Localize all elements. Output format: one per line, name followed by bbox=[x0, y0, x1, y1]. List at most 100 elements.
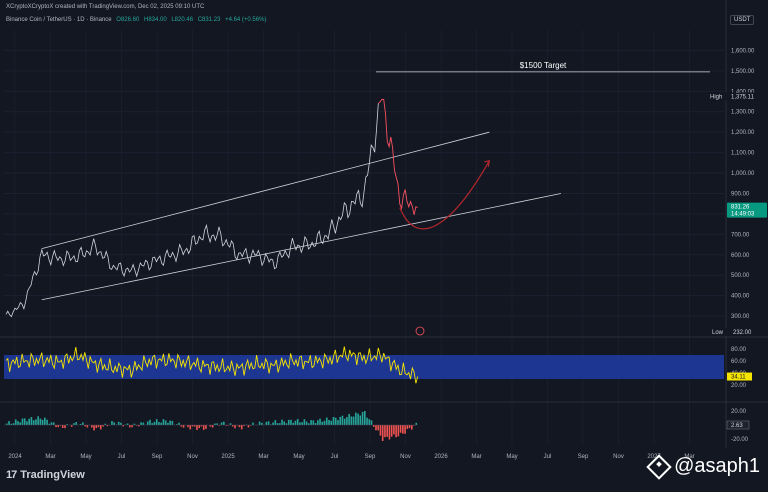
macd-bar bbox=[406, 425, 409, 429]
macd-bar bbox=[339, 416, 341, 425]
price-badge bbox=[727, 202, 767, 218]
macd-bar bbox=[381, 425, 384, 441]
macd-bar bbox=[352, 416, 355, 425]
macd-bar bbox=[278, 423, 281, 425]
macd-bar bbox=[57, 425, 60, 428]
macd-bar bbox=[247, 425, 250, 428]
macd-bar bbox=[388, 425, 391, 440]
macd-bar bbox=[149, 419, 151, 425]
price-tick-label: 400.00 bbox=[731, 294, 750, 300]
macd-bar bbox=[82, 422, 84, 425]
macd-bar bbox=[399, 425, 402, 433]
macd-bar bbox=[330, 420, 333, 425]
macd-bar bbox=[404, 425, 406, 434]
time-tick-label: Nov bbox=[187, 454, 198, 460]
time-tick-label: Nov bbox=[400, 454, 411, 460]
macd-bar bbox=[397, 425, 400, 437]
lightning-icon bbox=[415, 326, 425, 336]
macd-bar bbox=[377, 425, 380, 431]
macd-bar bbox=[44, 417, 46, 425]
high-label: High bbox=[710, 94, 722, 100]
macd-bar bbox=[359, 415, 362, 425]
macd-bar bbox=[321, 421, 324, 425]
macd-bar bbox=[48, 423, 51, 425]
macd-bar bbox=[395, 425, 397, 438]
macd-bar bbox=[229, 423, 232, 425]
time-tick-label: Sep bbox=[578, 454, 589, 460]
macd-bar bbox=[198, 425, 201, 429]
macd-bar bbox=[55, 425, 57, 428]
price-tick-label: 1,100.00 bbox=[731, 151, 755, 157]
macd-bar bbox=[301, 422, 303, 425]
macd-bar bbox=[17, 421, 19, 425]
macd-bar bbox=[86, 425, 89, 428]
macd-bar bbox=[39, 418, 42, 425]
macd-bar bbox=[21, 418, 24, 425]
macd-bar bbox=[285, 423, 288, 425]
time-tick-label: 2026 bbox=[434, 454, 448, 460]
rsi-tick-label: 20.00 bbox=[731, 383, 747, 389]
macd-bar bbox=[162, 419, 165, 425]
low-value: L820.46 bbox=[171, 17, 194, 23]
author-credit: XCryptoXCryptoX created with TradingView… bbox=[6, 4, 205, 10]
macd-bar bbox=[393, 425, 395, 435]
macd-bar bbox=[379, 425, 382, 436]
macd-bar bbox=[375, 425, 377, 431]
watermark-text: @asaph1 bbox=[674, 455, 760, 477]
macd-bar bbox=[225, 425, 227, 426]
time-tick-label: 2024 bbox=[8, 454, 22, 460]
macd-bar bbox=[158, 421, 160, 425]
macd-bar bbox=[50, 422, 53, 425]
macd-bar bbox=[73, 423, 75, 425]
macd-bar bbox=[361, 411, 364, 425]
macd-bar bbox=[415, 422, 418, 425]
currency-badge[interactable]: USDT bbox=[730, 15, 755, 25]
time-tick-label: May bbox=[293, 454, 304, 460]
macd-bar bbox=[106, 425, 109, 427]
macd-bar bbox=[216, 423, 218, 425]
macd-bar bbox=[317, 420, 319, 425]
macd-bar bbox=[99, 425, 102, 430]
macd-tick-label: -20.00 bbox=[731, 437, 749, 443]
macd-bar bbox=[258, 421, 261, 425]
macd-bar bbox=[312, 420, 315, 425]
price-tick-label: 300.00 bbox=[731, 314, 750, 320]
macd-bar bbox=[164, 420, 167, 425]
macd-bar bbox=[325, 417, 328, 425]
price-tick-label: 1,500.00 bbox=[731, 69, 755, 75]
time-tick-label: May bbox=[80, 454, 91, 460]
macd-bar bbox=[95, 425, 98, 429]
macd-bar bbox=[200, 425, 203, 427]
rsi-line bbox=[5, 346, 419, 384]
time-tick-label: Mar bbox=[258, 454, 268, 460]
time-tick-label: Mar bbox=[471, 454, 481, 460]
macd-bar bbox=[341, 415, 344, 425]
macd-bar bbox=[37, 416, 39, 425]
macd-bar bbox=[126, 423, 129, 425]
time-tick-label: Sep bbox=[365, 454, 376, 460]
macd-bar bbox=[111, 421, 113, 425]
macd-bar bbox=[265, 421, 268, 425]
macd-bar bbox=[32, 420, 35, 425]
close-value: C831.23 bbox=[197, 17, 221, 23]
tradingview-logo[interactable]: 17 TradingView bbox=[6, 469, 85, 481]
time-tick-label: Jul bbox=[331, 454, 339, 460]
macd-bar bbox=[178, 422, 180, 425]
macd-bar bbox=[350, 416, 353, 425]
target-label: $1500 Target bbox=[520, 61, 567, 70]
macd-bar bbox=[227, 425, 230, 426]
macd-bar bbox=[220, 422, 223, 425]
macd-bar bbox=[124, 424, 127, 425]
macd-bar bbox=[191, 425, 194, 427]
macd-bar bbox=[276, 423, 279, 425]
macd-bar bbox=[211, 425, 214, 428]
macd-bar bbox=[113, 422, 115, 425]
macd-bar bbox=[180, 425, 183, 427]
macd-bar bbox=[366, 417, 368, 425]
macd-bar bbox=[196, 425, 198, 430]
macd-badge-value: 2.63 bbox=[731, 423, 743, 429]
price-tick-label: 1,300.00 bbox=[731, 110, 755, 116]
macd-bar bbox=[323, 420, 326, 425]
binance-logo-icon bbox=[646, 453, 672, 480]
